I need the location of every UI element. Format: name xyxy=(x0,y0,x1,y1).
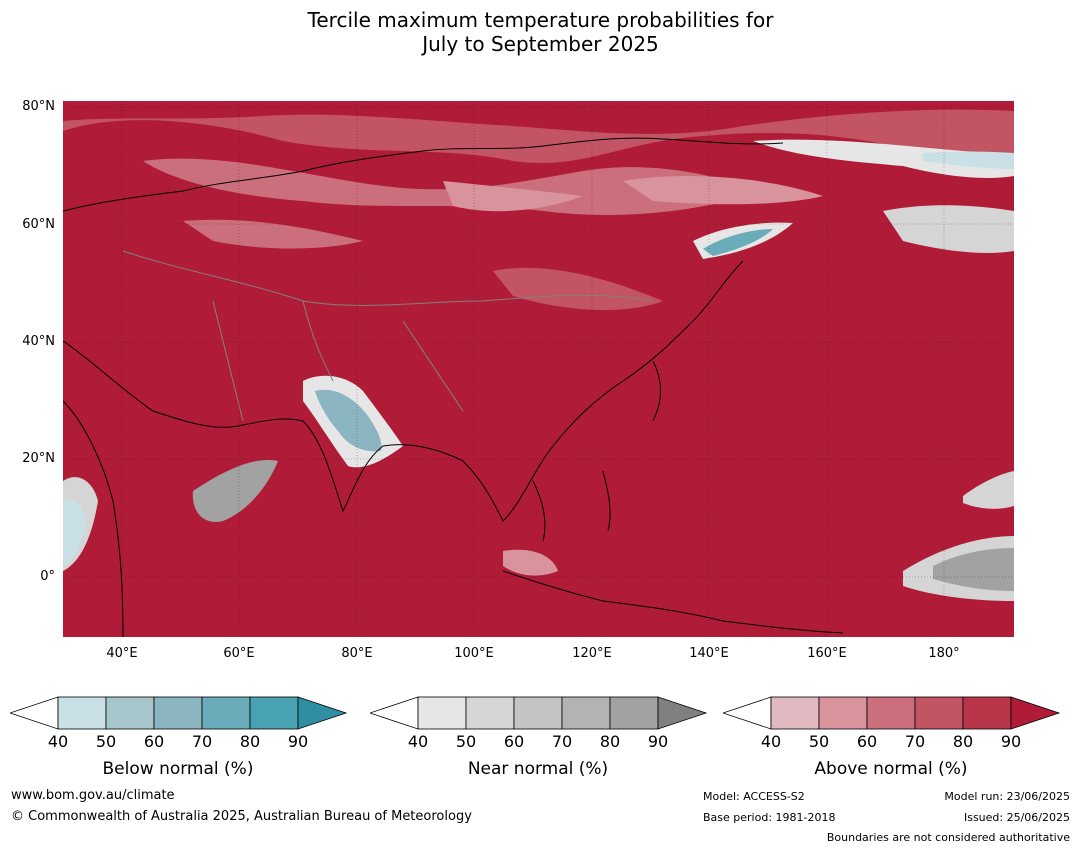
bom-url-link[interactable]: www.bom.gov.au/climate xyxy=(11,788,175,803)
lon-label-60e: 60°E xyxy=(223,646,255,661)
below-tick-60: 60 xyxy=(143,732,165,751)
colorbar-2-swatch-1 xyxy=(818,696,868,730)
colorbar-2-swatch-3 xyxy=(914,696,964,730)
lon-label-100e: 100°E xyxy=(454,646,494,661)
near-normal-label: Near normal (%) xyxy=(467,759,609,779)
colorbar-below-normal xyxy=(10,696,348,730)
colorbar-0-swatch-2 xyxy=(153,696,203,730)
below-40-far-east xyxy=(923,151,1014,169)
below-tick-40: 40 xyxy=(47,732,69,751)
model-text: Model: ACCESS-S2 xyxy=(703,790,805,803)
colorbar-0-swatch-5 xyxy=(297,696,348,730)
lat-label-0: 0° xyxy=(40,569,55,584)
above-tick-80: 80 xyxy=(952,732,974,751)
below-tick-50: 50 xyxy=(95,732,117,751)
colorbar-2-swatch-5 xyxy=(1010,696,1061,730)
above-tick-70: 70 xyxy=(904,732,926,751)
colorbar-1-swatch-4 xyxy=(609,696,659,730)
below-normal-label: Below normal (%) xyxy=(102,759,254,779)
colorbar-above-normal xyxy=(723,696,1061,730)
colorbar-1-swatch-2 xyxy=(513,696,563,730)
above-60-central-asia xyxy=(183,219,363,249)
near-40-far-east xyxy=(753,139,1014,178)
disclaimer-text: Boundaries are not considered authoritat… xyxy=(826,831,1070,844)
lat-label-20n: 20°N xyxy=(22,451,55,466)
above-50-borneo xyxy=(503,549,558,576)
base-period-text: Base period: 1981-2018 xyxy=(703,811,836,824)
probability-map xyxy=(63,101,1014,637)
above-70-north xyxy=(63,109,1014,171)
below-40-east-africa xyxy=(63,499,85,566)
colorbar-0-swatch-0 xyxy=(57,696,107,730)
colorbar-1-swatch-5 xyxy=(657,696,708,730)
lon-label-140e: 140°E xyxy=(689,646,729,661)
near-tick-50: 50 xyxy=(455,732,477,751)
colorbar-near-normal xyxy=(370,696,708,730)
near-80-pacific xyxy=(933,548,1014,591)
above-60-siberia xyxy=(143,158,763,215)
near-tick-70: 70 xyxy=(551,732,573,751)
map-svg xyxy=(63,101,1014,637)
lon-label-120e: 120°E xyxy=(572,646,612,661)
indonesia-coastline xyxy=(502,570,844,634)
near-80-arabian-sea xyxy=(192,460,278,522)
country-boundaries-2 xyxy=(212,300,464,422)
below-tick-80: 80 xyxy=(239,732,261,751)
above-tick-90: 90 xyxy=(1000,732,1022,751)
colorbar-2-swatch-4 xyxy=(962,696,1012,730)
country-boundaries xyxy=(122,250,654,306)
africa-coastline xyxy=(63,400,124,637)
above-70-mongolia xyxy=(493,267,663,311)
gridlines xyxy=(63,101,1014,637)
lon-label-160e: 160°E xyxy=(807,646,847,661)
colorbar-1-swatch-0 xyxy=(417,696,467,730)
colorbar-2-swatch-0 xyxy=(770,696,820,730)
map-title: Tercile maximum temperature probabilitie… xyxy=(0,8,1081,56)
colorbar-1-swatch-1 xyxy=(465,696,515,730)
lat-label-80n: 80°N xyxy=(22,99,55,114)
lat-label-40n: 40°N xyxy=(22,334,55,349)
near-tick-80: 80 xyxy=(599,732,621,751)
japan-coastline xyxy=(652,360,661,422)
above-50-siberia xyxy=(443,181,583,212)
near-50-west-pacific xyxy=(963,471,1014,509)
colorbar-2-swatch-2 xyxy=(866,696,916,730)
near-tick-60: 60 xyxy=(503,732,525,751)
above-50-east-siberia xyxy=(623,176,823,205)
issued-text: Issued: 25/06/2025 xyxy=(963,811,1070,824)
colorbar-1-swatch-3 xyxy=(561,696,611,730)
colorbar-0-swatch-4 xyxy=(249,696,299,730)
model-run-text: Model run: 23/06/2025 xyxy=(944,790,1070,803)
below-60-india xyxy=(315,389,382,452)
arctic-coastline xyxy=(63,137,784,212)
lon-label-40e: 40°E xyxy=(106,646,138,661)
lat-label-60n: 60°N xyxy=(22,217,55,232)
near-tick-40: 40 xyxy=(407,732,429,751)
lon-label-80e: 80°E xyxy=(341,646,373,661)
below-tick-90: 90 xyxy=(287,732,309,751)
title-line-2: July to September 2025 xyxy=(422,32,659,56)
below-70-okhotsk xyxy=(703,229,773,256)
asia-coastline xyxy=(63,260,744,522)
near-tick-90: 90 xyxy=(647,732,669,751)
philippines-coastline xyxy=(602,470,611,532)
above-normal-label: Above normal (%) xyxy=(814,759,968,779)
colorbar-0-swatch-1 xyxy=(105,696,155,730)
colorbar-0-swatch-3 xyxy=(201,696,251,730)
above-tick-60: 60 xyxy=(856,732,878,751)
title-line-1: Tercile maximum temperature probabilitie… xyxy=(307,8,774,32)
copyright-text: © Commonwealth of Australia 2025, Austra… xyxy=(11,809,472,824)
above-tick-50: 50 xyxy=(808,732,830,751)
lon-label-180: 180° xyxy=(928,646,960,661)
near-50-bering xyxy=(883,205,1014,253)
below-tick-70: 70 xyxy=(191,732,213,751)
above-tick-40: 40 xyxy=(760,732,782,751)
indochina-coastline xyxy=(532,480,546,542)
